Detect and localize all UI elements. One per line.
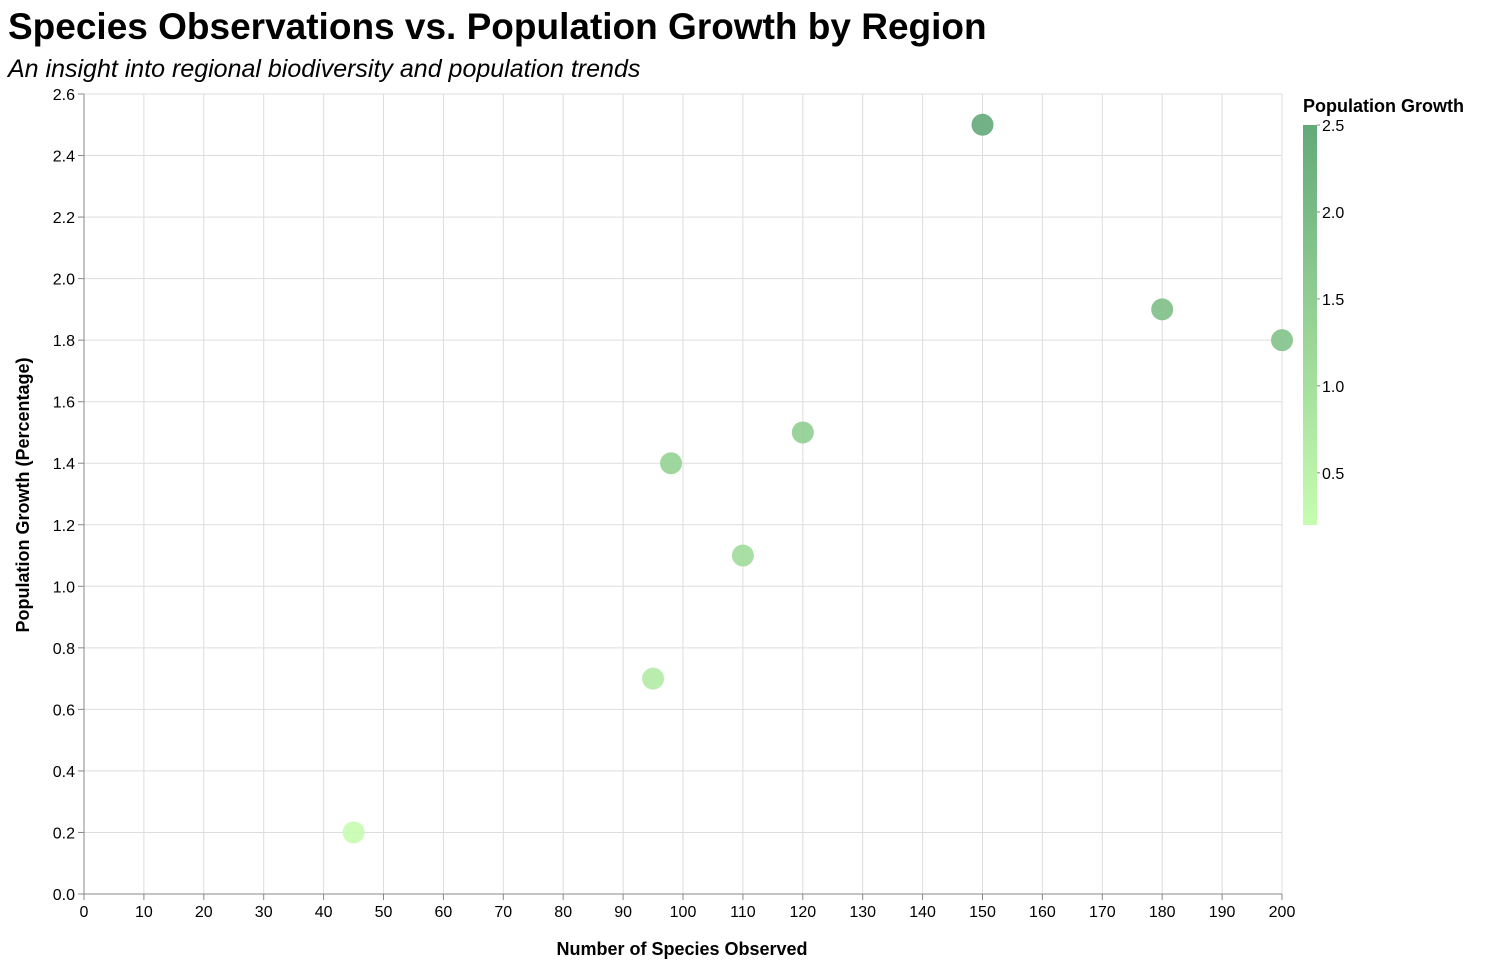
data-points — [342, 113, 1293, 844]
legend-tick-label: 2.5 — [1322, 118, 1344, 135]
legend-title: Population Growth — [1303, 96, 1464, 116]
x-tick-label: 70 — [494, 904, 512, 921]
x-tick-label: 100 — [670, 904, 697, 921]
data-point — [342, 821, 365, 844]
x-axis-title: Number of Species Observed — [556, 939, 807, 959]
x-tick-label: 150 — [969, 904, 996, 921]
x-tick-label: 40 — [315, 904, 333, 921]
x-tick-label: 0 — [80, 904, 89, 921]
y-tick-label: 2.6 — [53, 87, 75, 104]
y-axis-title: Population Growth (Percentage) — [13, 357, 33, 632]
x-tick-label: 140 — [909, 904, 936, 921]
y-tick-label: 2.4 — [53, 149, 75, 166]
x-tick-label: 130 — [849, 904, 876, 921]
legend-tick-label: 0.5 — [1322, 466, 1344, 483]
data-point — [791, 421, 814, 444]
grid-lines — [83, 93, 1283, 895]
x-tick-label: 30 — [255, 904, 273, 921]
legend-gradient-bar — [1303, 125, 1317, 525]
y-tick-label: 2.0 — [53, 272, 75, 289]
axes: 0 10 20 30 40 50 60 70 80 90 100 110 120 130 140 150 160… — [53, 87, 1296, 921]
y-tick-label: 0.0 — [53, 887, 75, 904]
data-point — [1151, 298, 1174, 321]
x-tick-label: 60 — [435, 904, 453, 921]
x-tick-label: 80 — [554, 904, 572, 921]
data-point — [642, 667, 665, 690]
y-tick-label: 0.6 — [53, 702, 75, 719]
data-point — [660, 452, 683, 475]
x-tick-label: 200 — [1269, 904, 1296, 921]
color-legend: Population Growth 0.5 1.0 1.5 2.0 2.5 — [1303, 96, 1464, 525]
x-tick-label: 110 — [730, 904, 756, 921]
data-point — [1271, 329, 1293, 352]
x-tick-label: 50 — [375, 904, 393, 921]
chart-title: Species Observations vs. Population Grow… — [8, 6, 987, 47]
chart-subtitle: An insight into regional biodiversity an… — [8, 55, 641, 83]
y-tick-label: 1.0 — [53, 579, 75, 596]
data-point — [731, 544, 754, 567]
x-tick-label: 170 — [1089, 904, 1116, 921]
y-tick-label: 0.8 — [53, 641, 75, 658]
data-point — [971, 113, 994, 136]
y-tick-label: 2.2 — [53, 210, 75, 227]
x-tick-label: 20 — [195, 904, 213, 921]
x-tick-label: 90 — [614, 904, 632, 921]
x-tick-label: 180 — [1149, 904, 1176, 921]
y-tick-label: 1.8 — [53, 333, 75, 350]
y-tick-label: 1.2 — [53, 518, 75, 535]
x-tick-label: 160 — [1029, 904, 1056, 921]
legend-tick-label: 1.0 — [1322, 379, 1344, 396]
y-tick-label: 0.4 — [53, 764, 75, 781]
x-tick-label: 190 — [1209, 904, 1236, 921]
legend-tick-label: 1.5 — [1322, 292, 1344, 309]
legend-tick-label: 2.0 — [1322, 205, 1344, 222]
x-tick-label: 120 — [789, 904, 816, 921]
y-tick-label: 1.6 — [53, 395, 75, 412]
y-tick-label: 1.4 — [53, 456, 75, 473]
y-tick-label: 0.2 — [53, 825, 75, 842]
x-tick-label: 10 — [135, 904, 153, 921]
